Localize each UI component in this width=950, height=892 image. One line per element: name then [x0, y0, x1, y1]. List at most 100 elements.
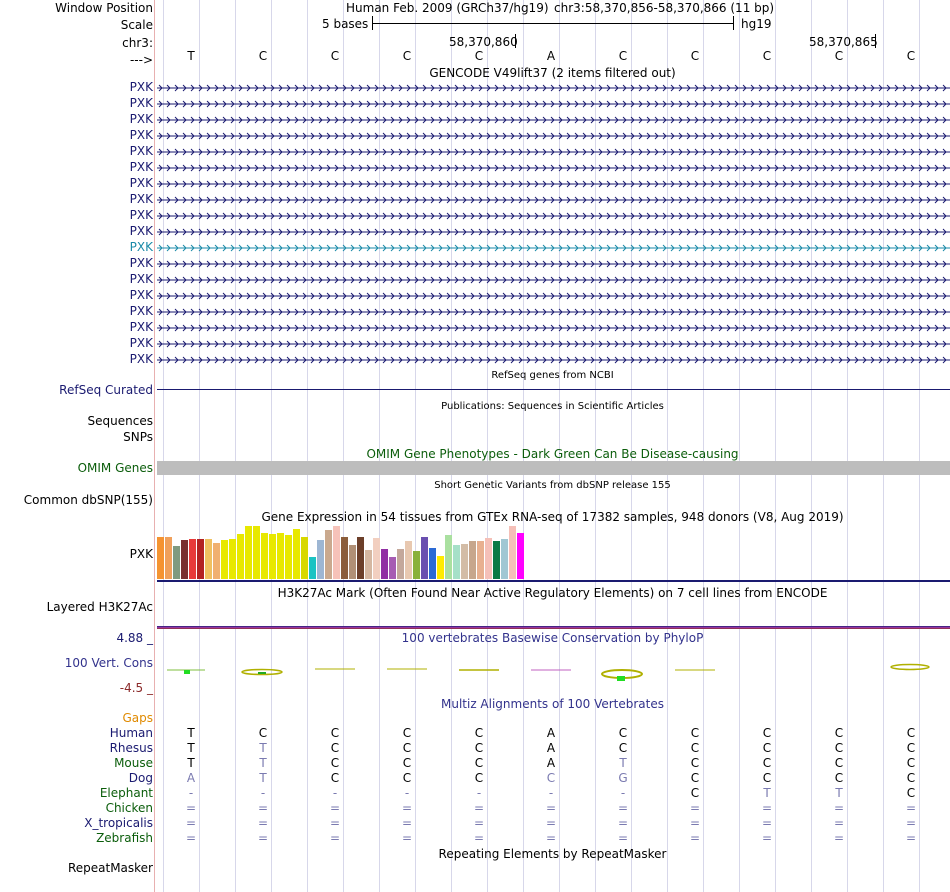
- gencode-transcript[interactable]: [157, 177, 950, 191]
- gtex-expression-bars[interactable]: [157, 524, 557, 579]
- gtex-tissue-bar[interactable]: [245, 526, 252, 579]
- gtex-tissue-bar[interactable]: [365, 550, 372, 579]
- gtex-tissue-bar[interactable]: [421, 537, 428, 579]
- gtex-tissue-bar[interactable]: [517, 533, 524, 579]
- h3k27ac-track-label[interactable]: Layered H3K27Ac: [46, 600, 153, 614]
- gtex-tissue-bar[interactable]: [445, 535, 452, 579]
- gtex-track-title[interactable]: Gene Expression in 54 tissues from GTEx …: [261, 510, 844, 524]
- gencode-transcript[interactable]: [157, 241, 950, 255]
- gencode-gene-label[interactable]: PXK: [129, 208, 153, 222]
- gencode-transcript[interactable]: [157, 209, 950, 223]
- phylop-track-label[interactable]: 100 Vert. Cons: [64, 656, 153, 670]
- gtex-tissue-bar[interactable]: [317, 540, 324, 579]
- gencode-transcript[interactable]: [157, 305, 950, 319]
- gtex-tissue-bar[interactable]: [453, 545, 460, 579]
- gtex-tissue-bar[interactable]: [197, 539, 204, 579]
- gencode-gene-label[interactable]: PXK: [129, 240, 153, 254]
- gencode-gene-label[interactable]: PXK: [129, 192, 153, 206]
- gtex-tissue-bar[interactable]: [269, 534, 276, 579]
- gencode-gene-label[interactable]: PXK: [129, 112, 153, 126]
- gtex-tissue-bar[interactable]: [229, 539, 236, 579]
- gtex-tissue-bar[interactable]: [397, 549, 404, 579]
- refseq-track-label[interactable]: RefSeq Curated: [59, 383, 153, 397]
- gtex-tissue-bar[interactable]: [293, 529, 300, 579]
- gtex-tissue-bar[interactable]: [309, 557, 316, 579]
- gtex-tissue-bar[interactable]: [413, 551, 420, 579]
- gtex-tissue-bar[interactable]: [509, 526, 516, 579]
- gtex-tissue-bar[interactable]: [469, 541, 476, 579]
- publications-snps-label[interactable]: SNPs: [123, 430, 153, 444]
- gencode-gene-label[interactable]: PXK: [129, 304, 153, 318]
- gencode-gene-label[interactable]: PXK: [129, 160, 153, 174]
- dbsnp-track-label[interactable]: Common dbSNP(155): [23, 493, 153, 507]
- gtex-tissue-bar[interactable]: [221, 540, 228, 579]
- multiz-species-label[interactable]: Chicken: [105, 801, 153, 815]
- gtex-tissue-bar[interactable]: [205, 539, 212, 579]
- gtex-tissue-bar[interactable]: [325, 530, 332, 579]
- omim-track-label[interactable]: OMIM Genes: [77, 461, 153, 475]
- gencode-transcript[interactable]: [157, 225, 950, 239]
- omim-track-title[interactable]: OMIM Gene Phenotypes - Dark Green Can Be…: [366, 447, 739, 461]
- gencode-gene-label[interactable]: PXK: [129, 320, 153, 334]
- gencode-gene-label[interactable]: PXK: [129, 224, 153, 238]
- gtex-tissue-bar[interactable]: [501, 539, 508, 579]
- publications-sequences-label[interactable]: Sequences: [87, 414, 153, 428]
- gencode-gene-label[interactable]: PXK: [129, 272, 153, 286]
- gencode-transcript[interactable]: [157, 273, 950, 287]
- gtex-tissue-bar[interactable]: [349, 545, 356, 579]
- strand-label[interactable]: --->: [129, 53, 153, 67]
- gtex-tissue-bar[interactable]: [373, 538, 380, 579]
- gencode-gene-label[interactable]: PXK: [129, 256, 153, 270]
- gtex-tissue-bar[interactable]: [357, 537, 364, 579]
- gencode-transcript[interactable]: [157, 145, 950, 159]
- h3k27ac-track-title[interactable]: H3K27Ac Mark (Often Found Near Active Re…: [277, 586, 828, 600]
- gencode-transcript[interactable]: [157, 353, 950, 367]
- gencode-transcript[interactable]: [157, 193, 950, 207]
- multiz-track-title[interactable]: Multiz Alignments of 100 Vertebrates: [440, 697, 665, 711]
- refseq-gene-line[interactable]: [157, 389, 950, 390]
- multiz-species-label[interactable]: Elephant: [99, 786, 153, 800]
- gencode-transcript[interactable]: [157, 97, 950, 111]
- publications-track-title[interactable]: Publications: Sequences in Scientific Ar…: [441, 401, 664, 412]
- gtex-tissue-bar[interactable]: [157, 537, 164, 579]
- gencode-track-title[interactable]: GENCODE V49lift37 (2 items filtered out): [429, 66, 676, 80]
- gencode-transcript[interactable]: [157, 337, 950, 351]
- refseq-track-title[interactable]: RefSeq genes from NCBI: [491, 370, 614, 381]
- gencode-transcript[interactable]: [157, 257, 950, 271]
- gtex-tissue-bar[interactable]: [237, 534, 244, 579]
- gtex-tissue-bar[interactable]: [429, 548, 436, 579]
- gtex-tissue-bar[interactable]: [173, 546, 180, 579]
- gencode-gene-label[interactable]: PXK: [129, 96, 153, 110]
- gencode-transcript[interactable]: [157, 129, 950, 143]
- gtex-tissue-bar[interactable]: [341, 537, 348, 579]
- gencode-transcript[interactable]: [157, 113, 950, 127]
- dbsnp-track-title[interactable]: Short Genetic Variants from dbSNP releas…: [434, 480, 671, 491]
- gencode-gene-label[interactable]: PXK: [129, 128, 153, 142]
- gencode-gene-label[interactable]: PXK: [129, 352, 153, 366]
- gtex-tissue-bar[interactable]: [165, 537, 172, 579]
- omim-gene-band[interactable]: [157, 461, 950, 475]
- gencode-gene-label[interactable]: PXK: [129, 176, 153, 190]
- gencode-transcript[interactable]: [157, 321, 950, 335]
- gtex-tissue-bar[interactable]: [493, 541, 500, 579]
- repeatmasker-track-label[interactable]: RepeatMasker: [67, 861, 153, 875]
- sidebar-divider[interactable]: [154, 0, 155, 892]
- gtex-tissue-bar[interactable]: [277, 533, 284, 579]
- gtex-tissue-bar[interactable]: [181, 540, 188, 579]
- gtex-tissue-bar[interactable]: [381, 549, 388, 579]
- gencode-transcript[interactable]: [157, 289, 950, 303]
- gtex-tissue-bar[interactable]: [189, 539, 196, 579]
- gencode-gene-label[interactable]: PXK: [129, 288, 153, 302]
- gtex-tissue-bar[interactable]: [389, 557, 396, 579]
- gtex-tissue-bar[interactable]: [285, 535, 292, 579]
- phylop-track-title[interactable]: 100 vertebrates Basewise Conservation by…: [401, 631, 704, 645]
- gtex-gene-label[interactable]: PXK: [129, 547, 153, 561]
- gtex-tissue-bar[interactable]: [477, 541, 484, 579]
- gtex-tissue-bar[interactable]: [437, 556, 444, 579]
- gencode-gene-label[interactable]: PXK: [129, 80, 153, 94]
- gtex-tissue-bar[interactable]: [213, 543, 220, 579]
- multiz-species-label[interactable]: Mouse: [114, 756, 153, 770]
- gtex-tissue-bar[interactable]: [485, 538, 492, 579]
- gencode-transcript[interactable]: [157, 81, 950, 95]
- gencode-gene-label[interactable]: PXK: [129, 336, 153, 350]
